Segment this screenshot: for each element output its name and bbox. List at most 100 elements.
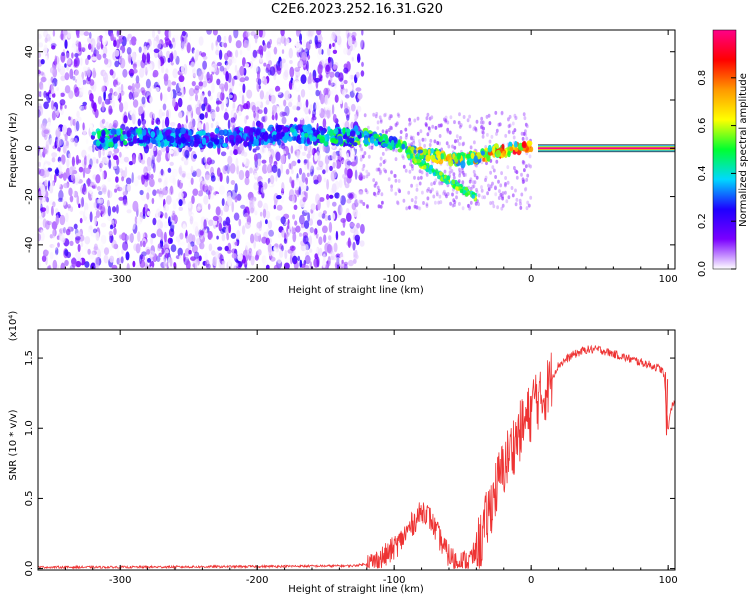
- colorbar-gradient: [712, 29, 737, 270]
- noise-cell: [251, 220, 254, 230]
- halo-cell: [366, 205, 369, 209]
- noise-cell: [277, 37, 281, 43]
- noise-cell: [66, 30, 72, 39]
- halo-cell: [414, 200, 417, 205]
- noise-cell: [250, 255, 255, 266]
- noise-cell: [126, 65, 131, 72]
- signal-cell: [261, 128, 266, 133]
- halo-cell: [494, 175, 497, 179]
- noise-cell: [177, 44, 181, 53]
- halo-cell: [444, 118, 448, 123]
- halo-cell: [385, 147, 388, 152]
- halo-cell: [448, 165, 452, 170]
- noise-cell: [318, 247, 323, 257]
- noise-cell: [59, 228, 65, 234]
- noise-cell: [334, 94, 339, 103]
- signal-cell: [346, 136, 351, 144]
- halo-cell: [469, 200, 473, 205]
- halo-cell: [469, 186, 473, 191]
- signal-cell: [446, 154, 450, 161]
- noise-cell: [107, 189, 110, 199]
- noise-cell: [318, 160, 324, 168]
- noise-cell: [313, 228, 316, 236]
- noise-cell: [152, 189, 157, 196]
- noise-cell: [165, 50, 171, 59]
- noise-cell: [131, 114, 136, 123]
- noise-cell: [299, 148, 303, 155]
- noise-cell: [102, 149, 105, 156]
- signal-cell: [160, 140, 165, 149]
- halo-cell: [425, 202, 429, 207]
- noise-cell: [306, 60, 309, 72]
- noise-cell: [273, 160, 278, 166]
- signal-cell: [397, 139, 401, 147]
- halo-cell: [361, 167, 365, 172]
- signal-cell: [507, 150, 511, 158]
- noise-cell: [264, 256, 268, 266]
- noise-cell: [117, 76, 124, 83]
- noise-cell: [355, 71, 360, 79]
- signal-cell: [492, 145, 496, 154]
- noise-cell: [44, 37, 48, 43]
- halo-cell: [411, 135, 415, 140]
- noise-cell: [86, 67, 91, 78]
- noise-cell: [360, 223, 365, 234]
- noise-cell: [194, 85, 200, 91]
- noise-cell: [109, 108, 113, 114]
- signal-cell: [330, 137, 337, 143]
- noise-cell: [68, 90, 74, 99]
- noise-cell: [194, 260, 198, 269]
- noise-cell: [135, 39, 141, 45]
- noise-cell: [258, 45, 264, 55]
- noise-cell: [312, 86, 317, 92]
- halo-cell: [507, 130, 511, 135]
- halo-cell: [452, 175, 456, 180]
- halo-cell: [528, 154, 532, 159]
- halo-cell: [435, 192, 439, 197]
- noise-cell: [184, 149, 190, 159]
- noise-cell: [258, 30, 263, 38]
- halo-cell: [471, 184, 475, 189]
- noise-cell: [128, 233, 134, 243]
- noise-cell: [329, 35, 334, 44]
- noise-cell: [163, 221, 169, 229]
- noise-cell: [215, 106, 220, 113]
- noise-cell: [239, 49, 243, 56]
- noise-cell: [136, 196, 142, 201]
- y-tick-label: 0.0: [24, 561, 35, 577]
- noise-cell: [73, 223, 78, 230]
- noise-cell: [161, 247, 165, 255]
- noise-cell: [192, 68, 195, 74]
- noise-cell: [298, 167, 303, 175]
- noise-cell: [70, 172, 74, 182]
- signal-cell: [189, 135, 194, 141]
- noise-cell: [87, 153, 91, 162]
- signal-cell: [440, 153, 444, 160]
- noise-cell: [354, 249, 358, 259]
- noise-cell: [343, 176, 347, 186]
- noise-cell: [56, 182, 61, 188]
- signal-cell: [444, 178, 448, 183]
- noise-cell: [111, 264, 118, 269]
- halo-cell: [432, 194, 436, 199]
- halo-cell: [440, 123, 443, 128]
- noise-cell: [52, 77, 58, 87]
- noise-cell: [290, 145, 294, 154]
- noise-cell: [248, 247, 253, 254]
- noise-cell: [70, 64, 74, 75]
- noise-cell: [335, 230, 339, 241]
- noise-cell: [188, 243, 192, 250]
- noise-cell: [122, 241, 129, 251]
- noise-cell: [48, 36, 52, 43]
- noise-cell: [52, 201, 56, 208]
- noise-cell: [169, 211, 174, 223]
- halo-cell: [379, 156, 383, 161]
- noise-cell: [340, 120, 344, 129]
- noise-cell: [113, 40, 117, 47]
- noise-cell: [258, 58, 264, 65]
- noise-cell: [197, 190, 204, 197]
- halo-cell: [474, 128, 478, 133]
- noise-cell: [64, 72, 70, 81]
- noise-cell: [164, 243, 170, 248]
- noise-cell: [60, 30, 64, 41]
